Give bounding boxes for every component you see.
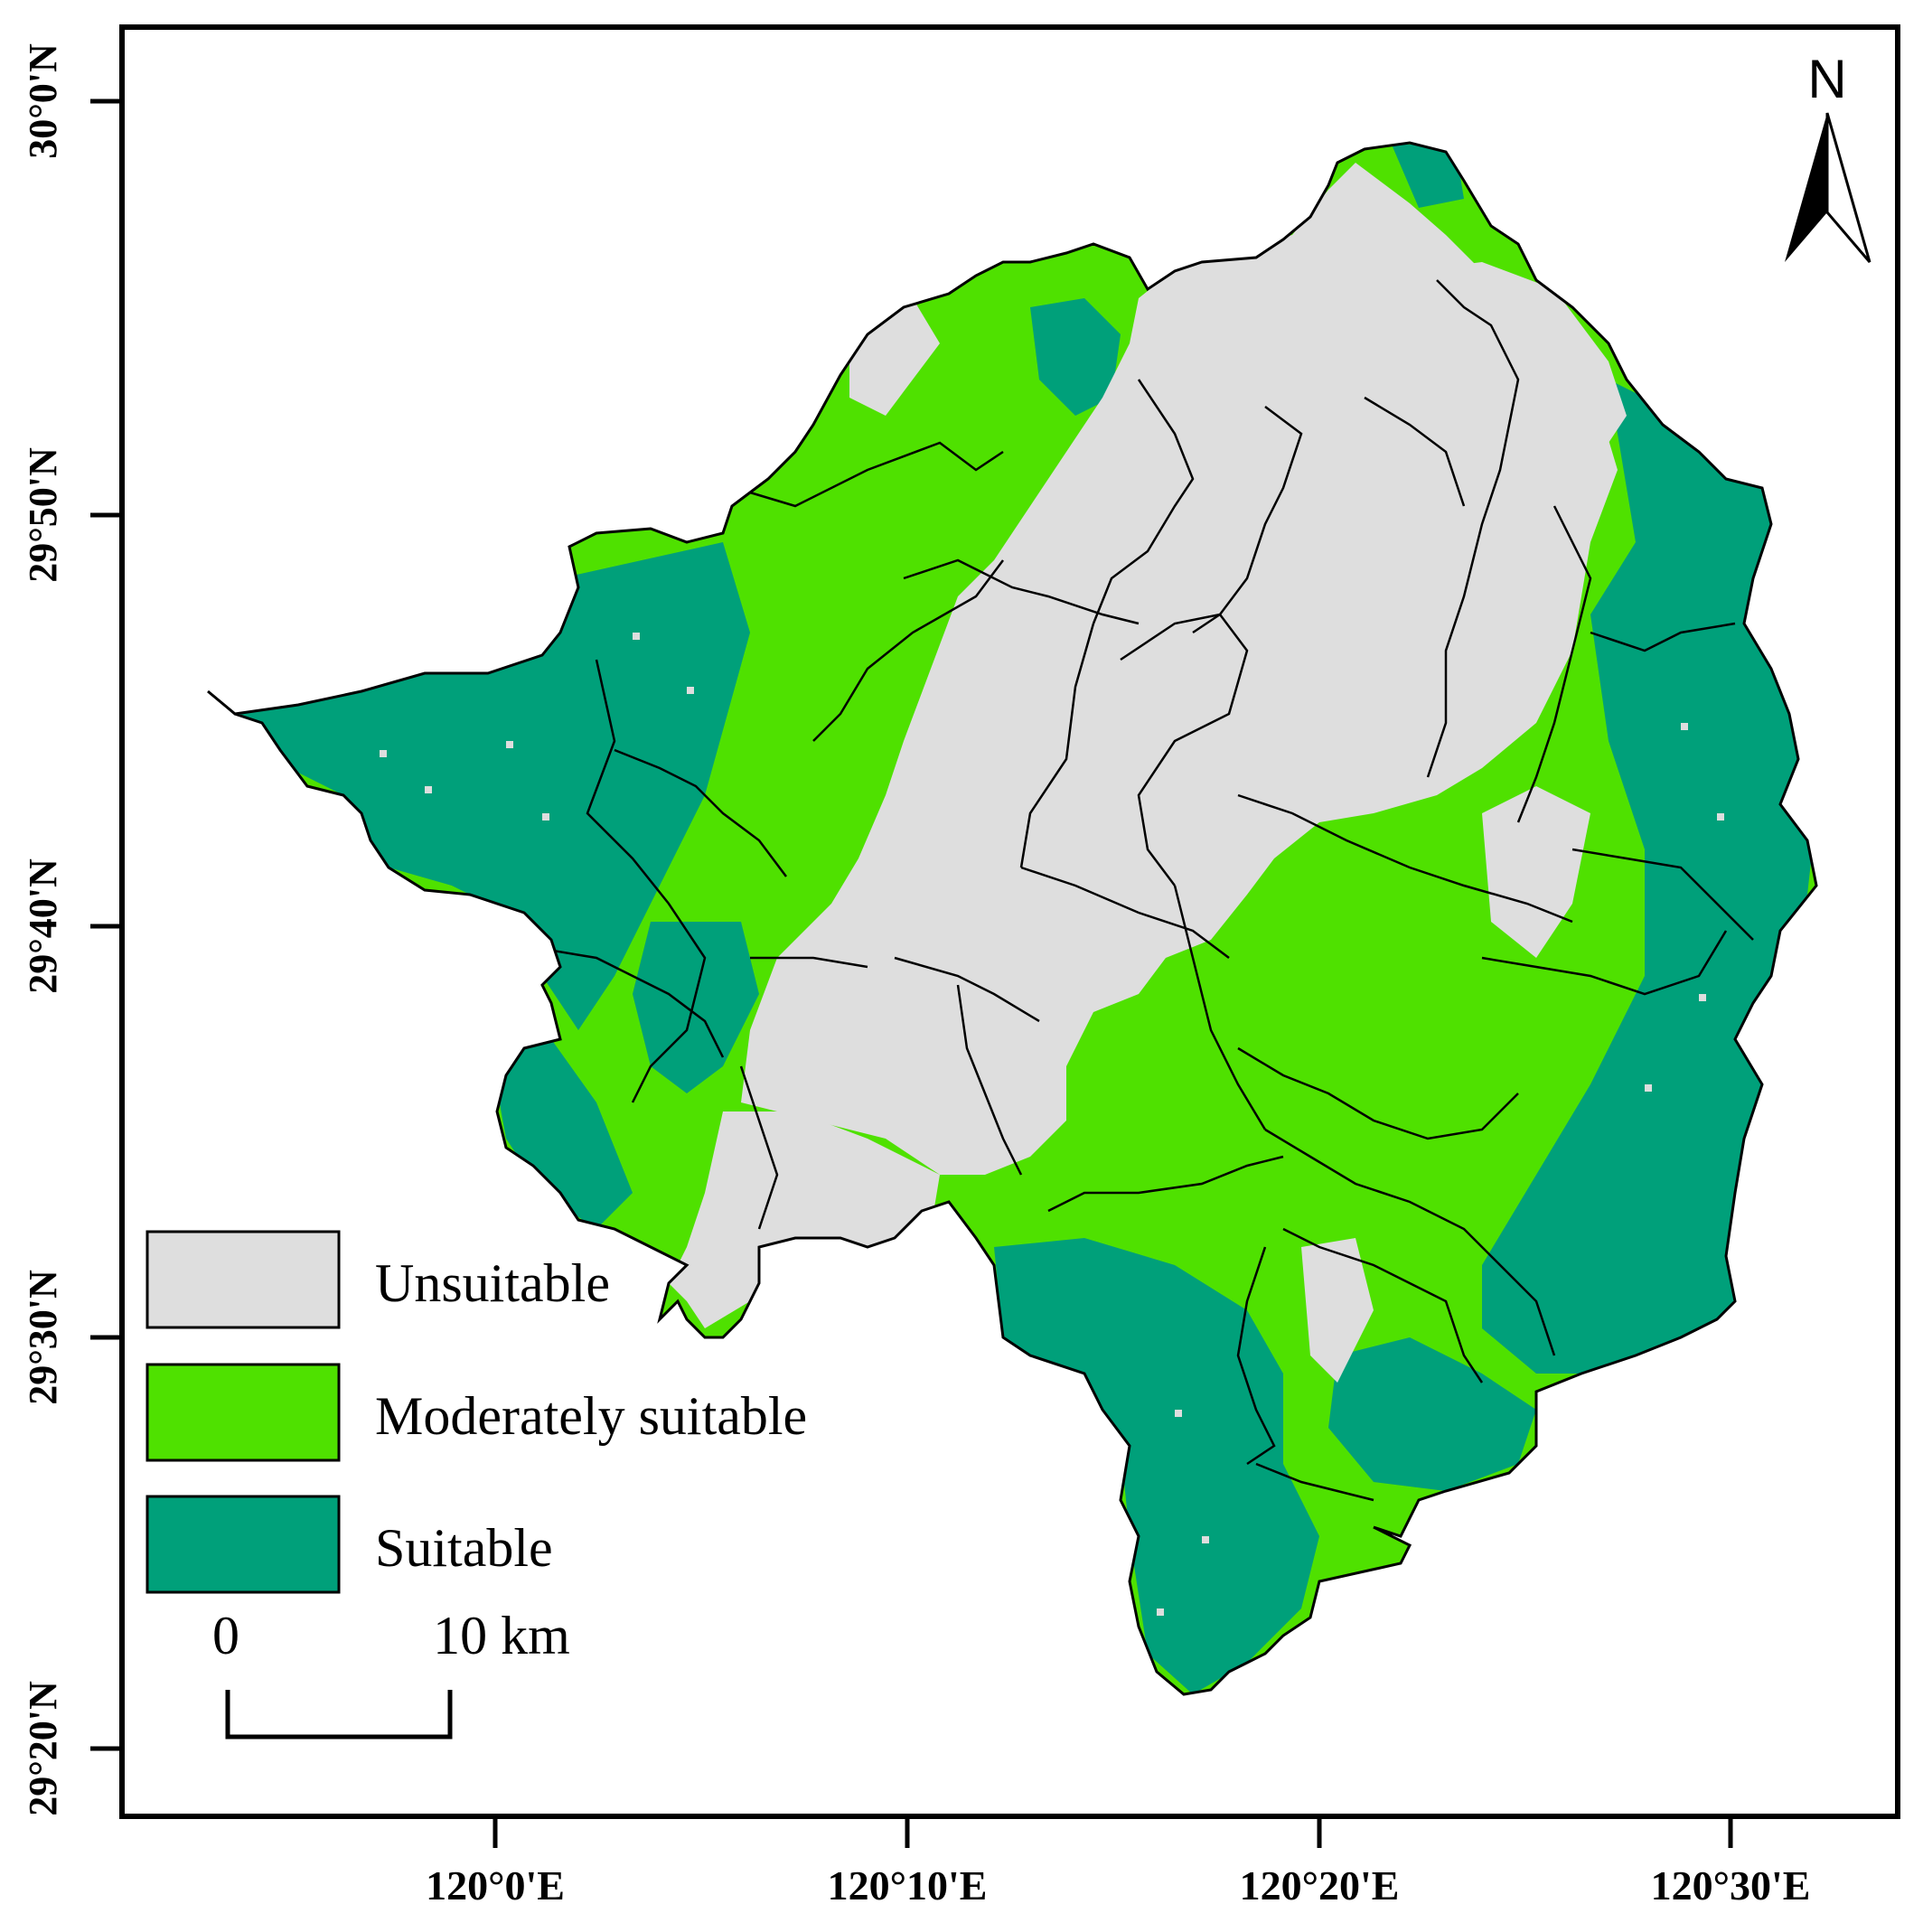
boundary-line [956, 984, 1023, 1176]
legend-swatch-unsuitable [145, 1230, 341, 1329]
boundary-line [586, 659, 707, 1103]
boundary-line [1047, 1155, 1284, 1213]
lon-tick-label: 120°0'E [426, 1862, 565, 1909]
legend: Unsuitable Moderately suitable Suitable [145, 1230, 807, 1594]
boundary-line [1255, 1462, 1374, 1502]
boundary-line [1237, 1046, 1519, 1140]
boundary-line [1019, 623, 1095, 868]
region-outline [207, 141, 1818, 1696]
boundary-line [1173, 885, 1267, 1130]
suitable-zone-northeast-peak [1392, 145, 1464, 208]
lon-tick-label: 120°10'E [828, 1862, 988, 1909]
north-arrow: N [1785, 49, 1871, 263]
suitable-zone-west [208, 542, 750, 1030]
suitable-zone-southwest [488, 1039, 633, 1229]
boundary-line [1020, 866, 1230, 959]
texture-dot [687, 687, 694, 694]
boundary-line [541, 947, 725, 1058]
unsuitable-zone-south-strip [1301, 1238, 1374, 1383]
texture-dot [1645, 1084, 1652, 1092]
boundary-line [1120, 613, 1249, 886]
north-arrow-icon [1785, 113, 1827, 262]
suitable-zone-southeast [1328, 1337, 1536, 1491]
texture-dot [1175, 1410, 1182, 1417]
boundary-line [812, 559, 1004, 742]
lat-ticks [90, 98, 122, 1751]
boundary-line [1426, 279, 1520, 778]
texture-dot [1202, 1536, 1209, 1543]
lat-tick-labels: 30°0'N 29°50'N 29°40'N 29°30'N 29°20'N [21, 43, 65, 1816]
texture-dot [1699, 994, 1706, 1001]
boundary-line [1516, 505, 1592, 823]
lat-tick-label: 29°20'N [21, 1681, 65, 1816]
scale-bar: 0 10 km [212, 1606, 570, 1740]
legend-label-unsuitable: Unsuitable [375, 1253, 610, 1313]
lon-ticks [492, 1816, 1733, 1848]
legend-swatch-suitable [145, 1495, 341, 1594]
suitable-zone-central-west [633, 922, 759, 1093]
boundary-line [750, 956, 868, 969]
unsuitable-zone-northeast [1410, 262, 1627, 470]
texture-dot [380, 750, 387, 757]
suitable-zone-east [1482, 380, 1816, 1374]
north-label: N [1807, 49, 1846, 109]
lon-tick-label: 120°20'E [1240, 1862, 1400, 1909]
lon-tick-labels: 120°0'E 120°10'E 120°20'E 120°30'E [426, 1862, 1810, 1909]
boundary-line [894, 956, 1040, 1023]
boundary-line [1264, 1128, 1556, 1356]
lon-tick-label: 120°30'E [1651, 1862, 1811, 1909]
lat-tick-label: 30°0'N [21, 43, 65, 159]
lat-tick-label: 29°40'N [21, 858, 65, 994]
suitable-zone-north [1030, 298, 1121, 416]
boundary-line [739, 1065, 779, 1230]
texture-dot [425, 786, 432, 793]
texture-dot [1157, 1608, 1164, 1616]
boundary-line [1590, 622, 1736, 652]
texture-dot [506, 741, 513, 748]
boundary-line [1236, 1246, 1276, 1466]
texture-dot [542, 813, 549, 821]
lat-tick-label: 29°30'N [21, 1270, 65, 1405]
boundary-line [903, 558, 1140, 625]
legend-swatch-moderate [145, 1363, 341, 1462]
lat-tick-label: 29°50'N [21, 447, 65, 583]
boundary-line [749, 441, 1004, 508]
township-boundaries [541, 279, 1754, 1502]
unsuitable-zone-east-inner [1482, 786, 1590, 958]
north-arrow-right-half [1825, 112, 1871, 263]
boundary-line [1571, 848, 1754, 941]
legend-label-suitable: Suitable [375, 1518, 553, 1578]
legend-label-moderate: Moderately suitable [375, 1386, 807, 1446]
texture-dot [1717, 813, 1724, 821]
boundary-line [1237, 793, 1573, 924]
scale-label-end: 10 km [433, 1606, 570, 1665]
texture-dot [633, 633, 640, 640]
scale-label-start: 0 [212, 1606, 239, 1665]
boundary-line [1282, 1227, 1484, 1383]
unsuitable-zone-main [741, 163, 1618, 1175]
boundary-line [614, 748, 787, 877]
boundary-line [1364, 396, 1466, 507]
unsuitable-zone-southwest [669, 1111, 940, 1328]
unsuitable-zones [669, 163, 1627, 1383]
scale-bar-line [225, 1690, 453, 1740]
texture-dots [380, 633, 1724, 1616]
boundary-line [1092, 379, 1195, 624]
texture-dot [1681, 723, 1688, 730]
boundary-line [1481, 930, 1728, 996]
